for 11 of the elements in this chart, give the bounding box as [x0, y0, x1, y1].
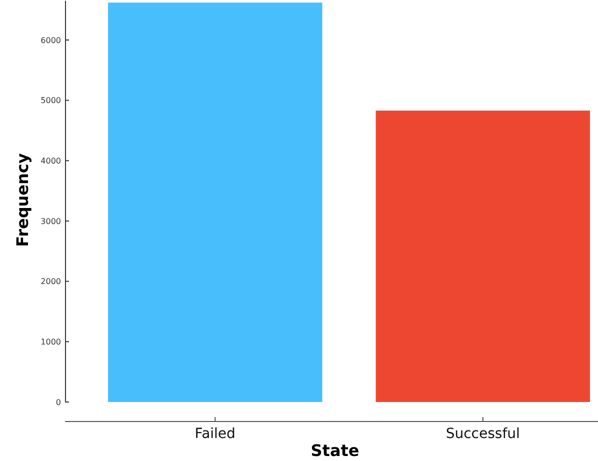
x-tick-label: Successful: [446, 426, 520, 442]
y-axis-title: Frequency: [13, 152, 32, 247]
y-tick-label: 6000: [40, 36, 61, 45]
y-tick-label: 1000: [40, 337, 61, 346]
y-tick-label: 2000: [40, 277, 61, 286]
y-tick-label: 0: [56, 398, 61, 407]
y-tick-label: 3000: [40, 216, 61, 226]
y-tick-label: 4000: [40, 156, 61, 166]
x-axis-title: State: [310, 441, 360, 460]
y-tick-label: 5000: [40, 96, 61, 106]
x-tick-label: Failed: [194, 426, 236, 442]
